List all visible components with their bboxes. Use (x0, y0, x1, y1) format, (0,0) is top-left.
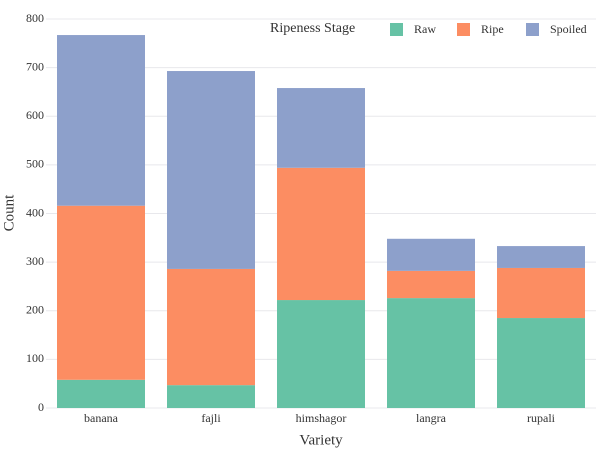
legend-title: Ripeness Stage (270, 21, 355, 36)
legend-swatch (457, 23, 470, 36)
legend-swatch (390, 23, 403, 36)
bar-segment (57, 205, 145, 380)
bar-segment (167, 71, 255, 269)
x-tick-label: rupali (527, 411, 556, 425)
legend-label: Spoiled (550, 22, 587, 36)
bar-segment (387, 270, 475, 299)
bar-segment (497, 318, 585, 408)
bar-segment (497, 267, 585, 319)
bar-segment (277, 167, 365, 301)
bar-segment (57, 379, 145, 408)
legend-label: Raw (414, 22, 436, 36)
bar-segment (497, 246, 585, 268)
x-tick-label: himshagor (296, 411, 347, 425)
y-axis-label: Count (1, 194, 17, 232)
bar-segment (277, 88, 365, 168)
y-tick-label: 800 (26, 11, 44, 25)
y-tick-label: 100 (26, 351, 44, 365)
x-tick-label: fajli (201, 411, 221, 425)
bar-segment (57, 35, 145, 206)
legend-label: Ripe (481, 22, 504, 36)
bar-segment (167, 268, 255, 386)
y-tick-label: 700 (26, 59, 44, 73)
bar-segment (167, 385, 255, 408)
y-tick-label: 300 (26, 254, 44, 268)
y-tick-label: 400 (26, 205, 44, 219)
y-tick-label: 0 (38, 400, 44, 414)
x-tick-label: banana (84, 411, 119, 425)
bar-segment (387, 238, 475, 271)
y-tick-label: 500 (26, 157, 44, 171)
x-axis-label: Variety (299, 432, 343, 448)
x-tick-label: langra (416, 411, 447, 425)
legend-swatch (526, 23, 539, 36)
bar-segment (277, 300, 365, 408)
y-tick-label: 600 (26, 108, 44, 122)
y-tick-label: 200 (26, 303, 44, 317)
bar-segment (387, 298, 475, 408)
